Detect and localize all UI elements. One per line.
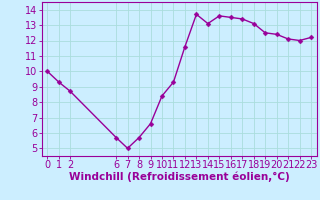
X-axis label: Windchill (Refroidissement éolien,°C): Windchill (Refroidissement éolien,°C): [69, 172, 290, 182]
